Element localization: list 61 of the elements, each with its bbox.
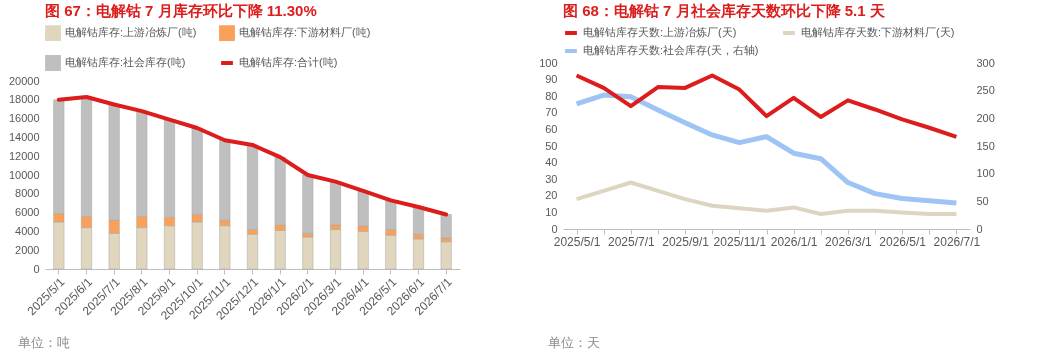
- bar: [440, 214, 452, 239]
- x-tick-label: 2025/5/1: [553, 234, 601, 249]
- line-series: [574, 73, 959, 139]
- line-series: [56, 94, 449, 217]
- legend-label: 电解钴库存天数:上游冶炼厂(天): [583, 26, 737, 38]
- y-tick-label: 100: [539, 56, 558, 69]
- bar: [413, 238, 424, 270]
- y-tick-label: 80: [545, 89, 558, 102]
- bar: [302, 236, 314, 270]
- bar: [330, 181, 341, 226]
- bar: [440, 241, 452, 270]
- y-tick-label: 18000: [8, 93, 40, 106]
- line-series: [574, 180, 959, 217]
- legend-label: 电解钴库存天数:下游材料厂(天): [801, 26, 955, 38]
- y2-tick-label: 50: [976, 194, 989, 207]
- bar: [385, 234, 397, 270]
- y-tick-label: 2000: [15, 243, 40, 256]
- y-tick-label: 10: [545, 205, 558, 218]
- y-tick-label: 30: [545, 172, 558, 185]
- y-tick-label: 6000: [15, 206, 40, 219]
- y2-tick-label: 300: [976, 56, 995, 69]
- bar: [330, 229, 341, 270]
- y-tick-label: 12000: [8, 149, 40, 162]
- x-tick-label: 2025/9/1: [662, 234, 710, 249]
- y2-tick-label: 0: [976, 222, 983, 235]
- bar: [247, 233, 258, 270]
- y-tick-label: 8000: [15, 187, 40, 200]
- y-tick-label: 16000: [8, 112, 40, 125]
- x-tick-label: 2025/11/1: [713, 234, 767, 249]
- text: 单位：天: [548, 334, 600, 352]
- x-tick-label: 2026/7/1: [933, 234, 981, 249]
- y-tick-label: 60: [545, 122, 558, 135]
- x-tick-label: 2026/3/1: [825, 234, 873, 249]
- y-tick-label: 14000: [8, 130, 40, 143]
- y2-tick-label: 200: [976, 111, 995, 124]
- bar: [302, 174, 314, 234]
- legend-label: 电解钴库存:合计(吨): [239, 56, 338, 68]
- y-tick-label: 40: [545, 156, 558, 169]
- legend-label: 电解钴库存:社会库存(吨): [65, 56, 186, 68]
- y-tick-label: 10000: [8, 168, 40, 181]
- text: 单位：吨: [18, 334, 70, 352]
- x-tick-label: 2026/5/1: [879, 234, 927, 249]
- y2-tick-label: 100: [976, 167, 995, 180]
- chart-title: 图 68：电解钴 7 月社会库存天数环比下降 5.1 天: [563, 2, 886, 19]
- legend-label: 电解钴库存:下游材料厂(吨): [239, 26, 371, 39]
- y2-tick-label: 250: [976, 84, 995, 97]
- y-tick-label: 0: [33, 262, 40, 275]
- bar: [219, 225, 231, 270]
- chart-title: 图 67：电解钴 7 月库存环比下降 11.30%: [45, 2, 317, 19]
- y-tick-label: 70: [545, 106, 558, 119]
- y-tick-label: 20000: [8, 74, 40, 87]
- y-tick-label: 50: [545, 139, 558, 152]
- x-tick-label: 2025/7/1: [607, 234, 656, 249]
- y-tick-label: 90: [545, 73, 558, 86]
- legend-label: 电解钴库存:上游冶炼厂(吨): [65, 26, 197, 39]
- y-tick-label: 20: [545, 189, 558, 202]
- y2-tick-label: 150: [976, 139, 995, 152]
- x-tick-label: 2026/1/1: [770, 234, 818, 249]
- y-tick-label: 0: [551, 222, 558, 235]
- y-tick-label: 4000: [15, 224, 40, 237]
- legend-label: 电解钴库存天数:社会库存(天，右轴): [583, 44, 759, 56]
